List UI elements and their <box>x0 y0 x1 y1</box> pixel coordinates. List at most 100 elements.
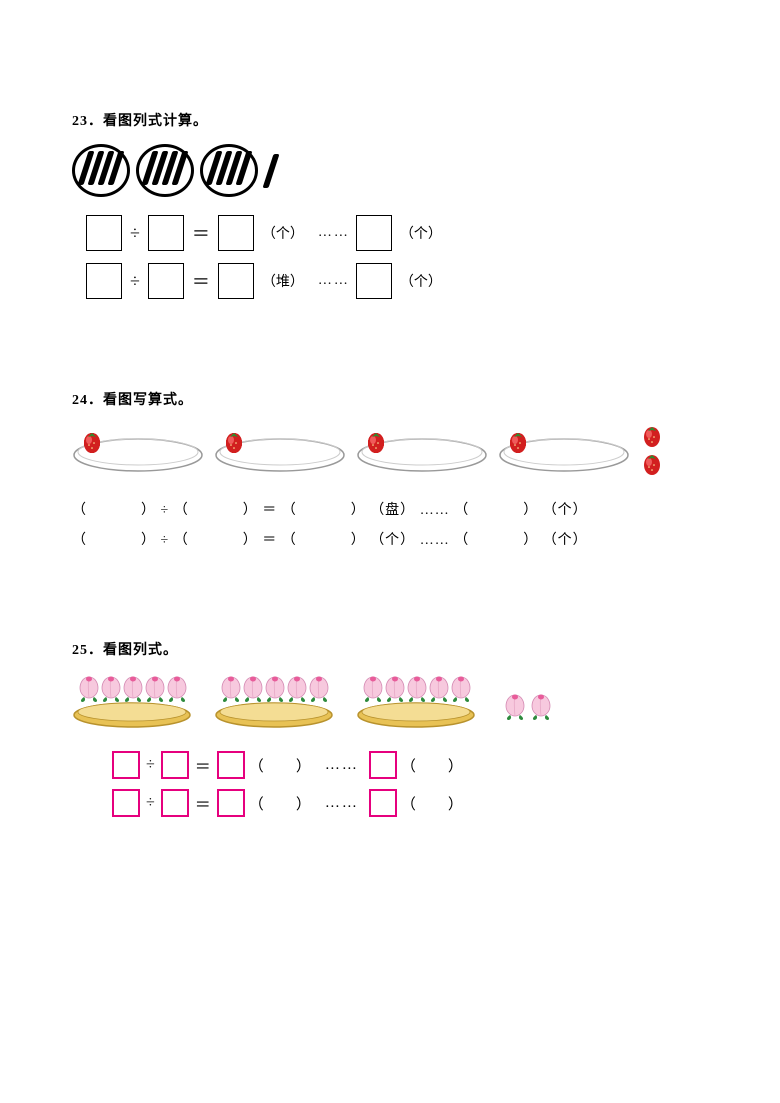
answer-box[interactable] <box>86 215 122 251</box>
slash-group-2 <box>136 144 194 197</box>
remainder-dots: …… <box>325 757 359 774</box>
paren-close: ） <box>296 793 311 814</box>
unit-label: （个） <box>400 271 442 291</box>
q23-number: 23． <box>72 114 103 129</box>
paren-open: （ <box>282 499 297 519</box>
answer-box[interactable] <box>218 263 254 299</box>
remainder-dots: …… <box>325 795 359 812</box>
paren-open: （ <box>282 529 297 549</box>
divide-sign: ÷ <box>161 503 170 519</box>
divide-sign: ÷ <box>161 533 170 549</box>
paren-open: （ <box>249 755 264 776</box>
peach-icon <box>100 673 122 703</box>
paren-close: ） <box>243 529 258 549</box>
remainder-dots: …… <box>318 273 350 289</box>
question-23: 23．看图列式计算。 ÷ ＝ （个） …… （个） ÷ ＝ （堆） …… <box>72 110 708 299</box>
question-24: 24．看图写算式。 <box>72 389 708 549</box>
paren-open: （ <box>401 793 416 814</box>
strawberry-plate <box>498 427 630 473</box>
answer-box[interactable] <box>217 789 245 817</box>
answer-box[interactable] <box>86 263 122 299</box>
paren-close: ） <box>296 755 311 776</box>
question-25: 25．看图列式。 <box>72 639 708 817</box>
paren-close: ） <box>448 793 463 814</box>
unit-label: （盘） <box>370 499 415 519</box>
paren-close: ） <box>523 499 538 519</box>
divide-sign: ÷ <box>146 756 155 774</box>
paren-close: ） <box>351 529 366 549</box>
peach-icon <box>504 691 526 721</box>
paren-open: （ <box>454 529 469 549</box>
paren-close: ） <box>351 499 366 519</box>
q23-title: 23．看图列式计算。 <box>72 110 708 130</box>
answer-box[interactable] <box>148 215 184 251</box>
remainder-dots: …… <box>420 533 450 549</box>
peach-icon <box>166 673 188 703</box>
unit-label: （个） <box>262 223 304 243</box>
q23-equation-2: ÷ ＝ （堆） …… （个） <box>86 263 708 299</box>
paren-open: （ <box>401 755 416 776</box>
paren-open: （ <box>174 499 189 519</box>
q23-title-text: 看图列式计算。 <box>103 114 208 129</box>
answer-box[interactable] <box>112 789 140 817</box>
remainder-peaches <box>504 691 552 729</box>
paren-open: （ <box>454 499 469 519</box>
answer-box[interactable] <box>148 263 184 299</box>
answer-box[interactable] <box>218 215 254 251</box>
remainder-dots: …… <box>420 503 450 519</box>
answer-box[interactable] <box>369 751 397 779</box>
answer-box[interactable] <box>161 789 189 817</box>
strawberry-icon <box>82 429 104 455</box>
slash-group-3 <box>200 144 258 197</box>
answer-box[interactable] <box>356 263 392 299</box>
answer-box[interactable] <box>161 751 189 779</box>
q25-equation-2: ÷ ＝ （ ） …… （ ） <box>112 789 708 817</box>
answer-box[interactable] <box>112 751 140 779</box>
paren-close: ） <box>523 529 538 549</box>
unit-label: （个） <box>400 223 442 243</box>
paren-close: ） <box>141 499 156 519</box>
paren-close: ） <box>243 499 258 519</box>
equals-sign: ＝ <box>195 791 211 815</box>
peach-icon <box>530 691 552 721</box>
q24-equation-2: （ ） ÷ （ ） ＝ （ ） （个） …… （ ） （个） <box>72 529 708 549</box>
peach-icon <box>144 673 166 703</box>
strawberry-plate <box>214 427 346 473</box>
equals-sign: ＝ <box>192 220 210 246</box>
q25-title: 25．看图列式。 <box>72 639 708 659</box>
answer-box[interactable] <box>369 789 397 817</box>
unit-label: （个） <box>370 529 415 549</box>
q24-title-text: 看图写算式。 <box>103 393 193 408</box>
answer-box[interactable] <box>356 215 392 251</box>
equals-sign: ＝ <box>192 268 210 294</box>
q25-title-text: 看图列式。 <box>103 643 178 658</box>
remainder-dots: …… <box>318 225 350 241</box>
paren-open: （ <box>174 529 189 549</box>
divide-sign: ÷ <box>130 223 140 244</box>
equals-sign: ＝ <box>195 753 211 777</box>
q25-figure <box>72 673 708 729</box>
strawberry-plate <box>356 427 488 473</box>
peach-icon <box>122 673 144 703</box>
answer-box[interactable] <box>217 751 245 779</box>
strawberry-icon <box>642 451 664 477</box>
paren-open: （ <box>72 529 87 549</box>
q25-number: 25． <box>72 643 103 658</box>
divide-sign: ÷ <box>146 794 155 812</box>
divide-sign: ÷ <box>130 271 140 292</box>
unit-label: （个） <box>543 529 588 549</box>
q23-figure <box>72 144 708 197</box>
paren-close: ） <box>141 529 156 549</box>
paren-open: （ <box>72 499 87 519</box>
unit-label: （堆） <box>262 271 304 291</box>
paren-close: ） <box>448 755 463 776</box>
paren-open: （ <box>249 793 264 814</box>
unit-label: （个） <box>543 499 588 519</box>
peach-icon <box>78 673 100 703</box>
q25-equation-1: ÷ ＝ （ ） …… （ ） <box>112 751 708 779</box>
equals-sign: ＝ <box>262 529 277 549</box>
q24-title: 24．看图写算式。 <box>72 389 708 409</box>
q24-figure <box>72 423 708 477</box>
peach-plate <box>214 673 334 729</box>
remainder-strawberries <box>642 423 664 477</box>
